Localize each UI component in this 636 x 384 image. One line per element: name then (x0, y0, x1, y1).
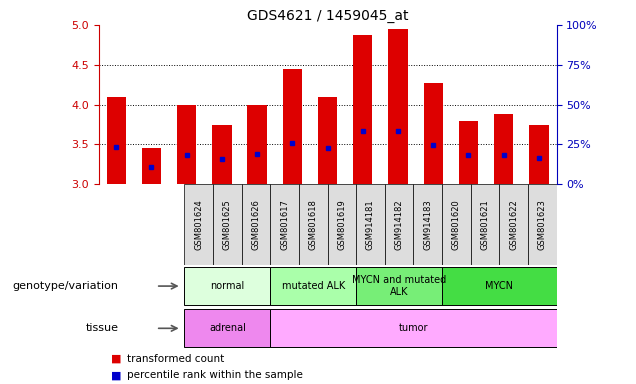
Bar (184, 267, 270, 305)
Text: GSM914182: GSM914182 (394, 199, 404, 250)
Text: GSM801624: GSM801624 (194, 199, 204, 250)
Bar (442, 184, 471, 265)
Bar (494, 114, 513, 184)
Text: genotype/variation: genotype/variation (13, 281, 119, 291)
Text: adrenal: adrenal (209, 323, 245, 333)
Bar (328, 184, 356, 265)
Text: ■: ■ (111, 370, 122, 380)
Text: GSM801619: GSM801619 (337, 199, 347, 250)
Bar (528, 184, 556, 265)
Bar (389, 29, 408, 184)
Text: tumor: tumor (399, 323, 428, 333)
Bar (442, 267, 556, 305)
Bar (459, 121, 478, 184)
Bar (424, 83, 443, 184)
Text: GSM914181: GSM914181 (366, 199, 375, 250)
Bar (106, 97, 126, 184)
Text: GSM801626: GSM801626 (251, 199, 261, 250)
Text: GSM914183: GSM914183 (423, 199, 432, 250)
Bar (142, 149, 161, 184)
Bar (184, 184, 213, 265)
Text: GSM801621: GSM801621 (480, 199, 490, 250)
Bar (299, 184, 328, 265)
Text: mutated ALK: mutated ALK (282, 281, 345, 291)
Bar (270, 267, 356, 305)
Text: normal: normal (211, 281, 244, 291)
Bar (413, 184, 442, 265)
Text: GSM801617: GSM801617 (280, 199, 289, 250)
Text: GSM801618: GSM801618 (308, 199, 318, 250)
Bar (247, 104, 266, 184)
Bar (282, 69, 302, 184)
Text: GSM801625: GSM801625 (223, 199, 232, 250)
Bar (184, 310, 270, 347)
Bar (270, 310, 556, 347)
Text: GSM801620: GSM801620 (452, 199, 461, 250)
Title: GDS4621 / 1459045_at: GDS4621 / 1459045_at (247, 8, 408, 23)
Bar (213, 184, 242, 265)
Bar (242, 184, 270, 265)
Bar (499, 184, 528, 265)
Bar (318, 97, 337, 184)
Text: MYCN: MYCN (485, 281, 513, 291)
Text: percentile rank within the sample: percentile rank within the sample (127, 370, 303, 380)
Bar (529, 124, 549, 184)
Bar (212, 124, 232, 184)
Bar (177, 104, 197, 184)
Text: GSM801622: GSM801622 (509, 199, 518, 250)
Bar (471, 184, 499, 265)
Text: ■: ■ (111, 354, 122, 364)
Bar (270, 184, 299, 265)
Text: MYCN and mutated
ALK: MYCN and mutated ALK (352, 275, 446, 297)
Text: tissue: tissue (86, 323, 119, 333)
Bar (353, 35, 373, 184)
Text: GSM801623: GSM801623 (537, 199, 547, 250)
Bar (356, 184, 385, 265)
Text: transformed count: transformed count (127, 354, 225, 364)
Bar (385, 184, 413, 265)
Bar (356, 267, 442, 305)
